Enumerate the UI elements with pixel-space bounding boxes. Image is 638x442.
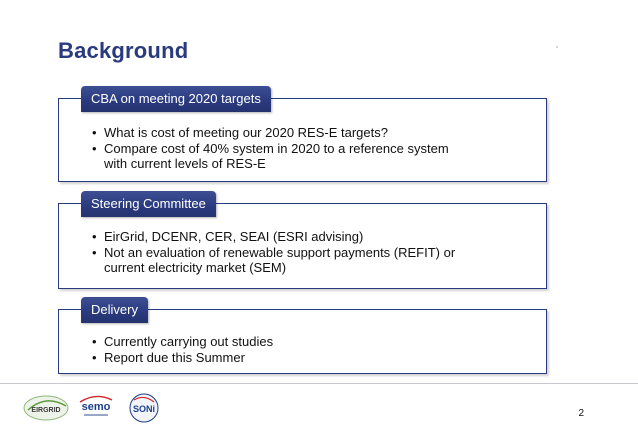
semo-logo: semo <box>79 395 113 416</box>
list-item-text: Currently carrying out studies <box>104 334 274 349</box>
section-box-cba <box>58 98 547 182</box>
list-item: • What is cost of meeting our 2020 RES-E … <box>92 125 449 140</box>
bullet-icon: • <box>92 141 97 156</box>
list-item-text-continued: with current levels of RES-E <box>104 156 266 171</box>
semo-logo-text: semo <box>82 401 111 413</box>
bullet-icon: • <box>92 334 97 349</box>
list-item: • Currently carrying out studies <box>92 334 273 349</box>
eirgrid-logo: EIRGRID <box>23 395 69 421</box>
section-heading-cba: CBA on meeting 2020 targets <box>81 86 271 112</box>
list-item: • EirGrid, DCENR, CER, SEAI (ESRI advisin… <box>92 229 455 244</box>
section-list-delivery: • Currently carrying out studies • Report … <box>92 334 273 366</box>
bullet-icon: • <box>92 350 97 365</box>
bullet-icon: • <box>92 125 97 140</box>
list-item: • Not an evaluation of renewable support … <box>92 245 455 275</box>
list-item-text: Report due this Summer <box>104 350 245 365</box>
list-item: • Compare cost of 40% system in 2020 to a… <box>92 141 449 171</box>
section-heading-steering: Steering Committee <box>81 191 216 217</box>
section-list-cba: • What is cost of meeting our 2020 RES-E … <box>92 125 449 172</box>
partner-logos: EIRGRID semo SONi <box>23 393 159 423</box>
list-item-text: EirGrid, DCENR, CER, SEAI (ESRI advising… <box>104 229 364 244</box>
bullet-icon: • <box>92 245 97 260</box>
section-box-steering <box>58 203 547 289</box>
bullet-icon: • <box>92 229 97 244</box>
decorative-dot <box>556 46 558 48</box>
soni-logo: SONi <box>129 393 159 423</box>
slide-title: Background <box>58 38 189 63</box>
eirgrid-logo-text: EIRGRID <box>31 407 60 414</box>
page-number: 2 <box>578 408 584 419</box>
list-item-text: Compare cost of 40% system in 2020 to a … <box>104 141 449 156</box>
soni-logo-text: SONi <box>133 404 155 414</box>
list-item: • Report due this Summer <box>92 350 273 365</box>
list-item-text-continued: current electricity market (SEM) <box>104 260 287 275</box>
section-list-steering: • EirGrid, DCENR, CER, SEAI (ESRI advisin… <box>92 229 455 276</box>
list-item-text: Not an evaluation of renewable support p… <box>104 245 456 260</box>
footer-divider <box>0 383 638 384</box>
list-item-text: What is cost of meeting our 2020 RES-E t… <box>104 125 388 140</box>
section-heading-delivery: Delivery <box>81 297 148 323</box>
